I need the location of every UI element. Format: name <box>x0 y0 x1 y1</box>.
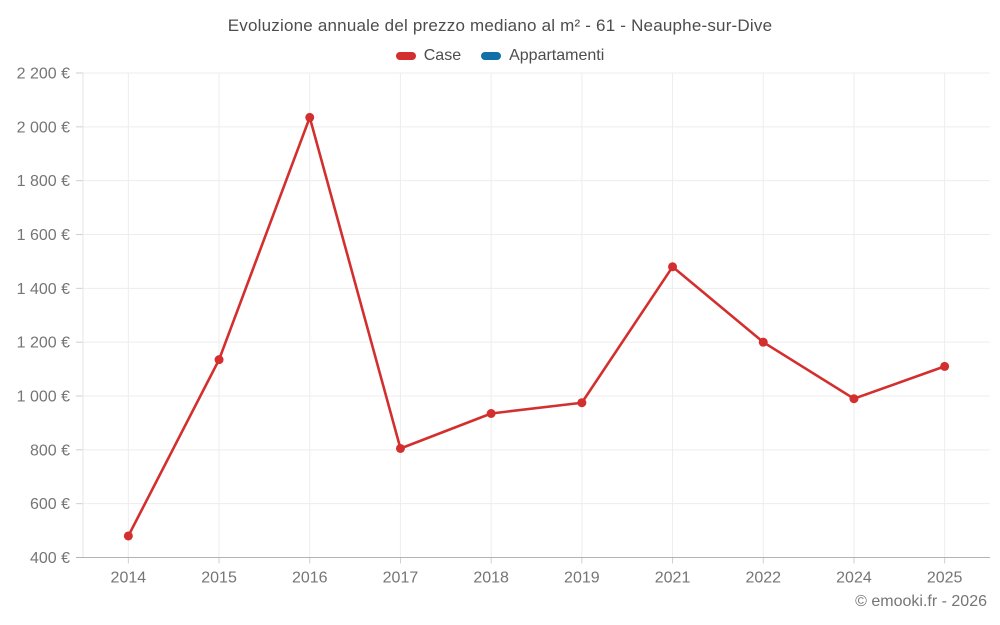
case-data-point <box>758 337 768 347</box>
chart-title: Evoluzione annuale del prezzo mediano al… <box>227 16 773 35</box>
case-data-point <box>214 355 224 365</box>
legend-item-case[interactable]: Case <box>395 47 462 65</box>
x-axis-tick-label: 2021 <box>655 570 691 587</box>
chart-legend: Case Appartamenti <box>0 46 1000 66</box>
y-axis-tick-label: 2 200 € <box>17 66 70 83</box>
y-axis-tick-label: 1 800 € <box>17 173 70 190</box>
copyright-credit: © emooki.fr - 2026 <box>855 593 987 610</box>
appartamenti-legend-label: Appartamenti <box>509 47 605 64</box>
x-axis-tick-label: 2017 <box>383 570 419 587</box>
x-axis-tick-label: 2015 <box>201 570 237 587</box>
y-axis-tick-label: 600 € <box>30 496 70 513</box>
case-data-point <box>123 531 133 541</box>
x-axis-tick-label: 2022 <box>745 570 781 587</box>
y-axis-tick-label: 1 200 € <box>17 335 70 352</box>
case-data-point <box>849 394 859 404</box>
case-legend-swatch-icon <box>395 52 416 60</box>
case-data-point <box>395 443 405 453</box>
case-data-point <box>486 408 496 418</box>
x-axis-tick-label: 2014 <box>111 570 147 587</box>
x-axis-tick-label: 2019 <box>564 570 600 587</box>
case-data-point <box>577 398 587 408</box>
case-data-point <box>668 262 678 272</box>
y-axis-tick-label: 400 € <box>30 550 70 567</box>
appartamenti-legend-swatch-icon <box>481 52 502 60</box>
x-axis-tick-label: 2025 <box>927 570 963 587</box>
y-axis-tick-label: 800 € <box>30 442 70 459</box>
x-axis-tick-label: 2024 <box>836 570 872 587</box>
case-series-line <box>127 116 946 538</box>
legend-item-appartamenti[interactable]: Appartamenti <box>481 47 604 65</box>
y-axis-tick-label: 1 600 € <box>17 227 70 244</box>
x-axis-tick-label: 2018 <box>473 570 509 587</box>
y-axis-tick-label: 2 000 € <box>17 119 70 136</box>
y-axis-tick-label: 1 000 € <box>17 389 70 406</box>
case-legend-label: Case <box>423 47 462 64</box>
case-data-point <box>305 112 315 122</box>
x-axis-tick-label: 2016 <box>292 570 328 587</box>
y-axis-tick-label: 1 400 € <box>17 281 70 298</box>
case-data-point <box>940 361 950 371</box>
